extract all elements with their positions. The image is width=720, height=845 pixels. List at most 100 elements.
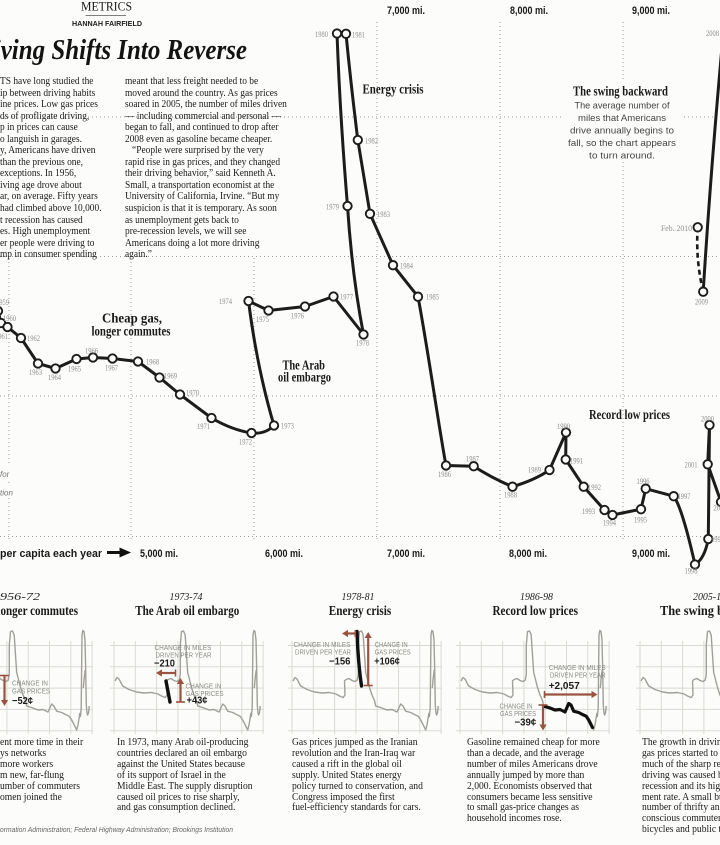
svg-text:for: for [0, 470, 10, 479]
svg-text:The swing backward: The swing backward [660, 603, 720, 618]
svg-text:1977: 1977 [340, 293, 353, 302]
svg-text:drive annually begins to: drive annually begins to [570, 126, 674, 137]
svg-text:DRIVEN PER YEAR: DRIVEN PER YEAR [156, 653, 212, 660]
svg-text:1982: 1982 [365, 137, 378, 146]
svg-text:1979: 1979 [326, 203, 339, 212]
svg-text:CHANGE IN MILES: CHANGE IN MILES [549, 665, 606, 672]
svg-text:8,000 mi.: 8,000 mi. [509, 548, 547, 560]
svg-text:1997: 1997 [678, 492, 691, 501]
svg-text:+43¢: +43¢ [187, 696, 208, 707]
svg-text:1995: 1995 [634, 516, 647, 525]
svg-text:The swing backward: The swing backward [573, 84, 668, 99]
svg-text:1972: 1972 [239, 438, 252, 447]
svg-text:miles that Americans: miles that Americans [578, 113, 666, 124]
svg-text:1991: 1991 [570, 457, 583, 466]
svg-text:1987: 1987 [466, 455, 479, 464]
svg-text:Feb. 2010: Feb. 2010 [661, 224, 692, 233]
svg-text:2008: 2008 [706, 29, 719, 38]
svg-text:The average number of: The average number of [575, 101, 670, 112]
svg-text:DRIVEN PER YEAR: DRIVEN PER YEAR [295, 650, 351, 657]
svg-text:1996: 1996 [637, 477, 650, 486]
svg-text:1975: 1975 [256, 315, 269, 324]
svg-text:Record low prices: Record low prices [589, 407, 670, 422]
svg-text:Driving Shifts Into Reverse: Driving Shifts Into Reverse [0, 35, 247, 66]
svg-text:to turn around.: to turn around. [589, 151, 655, 162]
svg-text:1978-81: 1978-81 [342, 591, 375, 603]
svg-text:GAS PRICES: GAS PRICES [500, 711, 536, 718]
svg-text:oil embargo: oil embargo [278, 370, 331, 385]
svg-text:2002: 2002 [714, 504, 720, 513]
svg-text:8,000 mi.: 8,000 mi. [510, 5, 548, 17]
svg-text:1986: 1986 [438, 470, 451, 479]
svg-text:1968: 1968 [146, 358, 159, 367]
svg-text:CHANGE IN: CHANGE IN [500, 704, 533, 711]
svg-text:CHANGE IN MILES: CHANGE IN MILES [294, 642, 351, 649]
svg-text:+106¢: +106¢ [374, 657, 400, 668]
svg-text:CHANGE IN: CHANGE IN [12, 681, 48, 688]
svg-text:Energy crisis: Energy crisis [363, 82, 424, 97]
svg-text:6,000 mi.: 6,000 mi. [265, 548, 303, 560]
svg-text:DRIVEN PER YEAR: DRIVEN PER YEAR [550, 673, 606, 680]
svg-text:Cheap gas,: Cheap gas, [102, 311, 162, 326]
svg-text:1983: 1983 [377, 210, 390, 219]
svg-text:1967: 1967 [105, 364, 118, 373]
svg-text:1973-74: 1973-74 [170, 591, 203, 603]
svg-text:longer commutes: longer commutes [92, 324, 171, 339]
svg-text:1966: 1966 [85, 347, 98, 356]
svg-text:2005-10: 2005-10 [693, 591, 720, 603]
svg-text:1973: 1973 [281, 422, 294, 431]
svg-text:1993: 1993 [582, 507, 595, 516]
svg-text:Record low prices: Record low prices [492, 603, 578, 618]
svg-text:1963: 1963 [29, 368, 42, 377]
svg-text:ormation Administration; Feder: ormation Administration; Federal Highway… [0, 827, 233, 834]
svg-text:tion: tion [0, 489, 13, 498]
svg-text:7,000 mi.: 7,000 mi. [387, 5, 425, 17]
svg-text:per capita each year: per capita each year [0, 548, 103, 560]
svg-text:The Arab: The Arab [282, 358, 325, 373]
svg-text:GAS PRICES: GAS PRICES [12, 689, 50, 696]
svg-text:fall, so the chart appears: fall, so the chart appears [568, 138, 676, 149]
svg-text:1974: 1974 [219, 297, 232, 306]
svg-text:1981: 1981 [352, 31, 365, 40]
svg-text:9,000 mi.: 9,000 mi. [632, 548, 670, 560]
svg-text:1988: 1988 [504, 491, 517, 500]
svg-text:1961: 1961 [0, 332, 8, 341]
svg-text:1976: 1976 [291, 312, 304, 321]
svg-text:7,000 mi.: 7,000 mi. [387, 548, 425, 560]
svg-text:−39¢: −39¢ [515, 718, 537, 729]
svg-text:+2,057: +2,057 [549, 681, 580, 692]
svg-text:1984: 1984 [400, 262, 413, 271]
svg-text:5,000 mi.: 5,000 mi. [140, 548, 178, 560]
svg-text:1992: 1992 [588, 483, 601, 492]
svg-text:1970: 1970 [186, 389, 199, 398]
svg-text:1965: 1965 [68, 365, 81, 374]
svg-text:−210: −210 [154, 659, 175, 670]
svg-text:1980: 1980 [315, 30, 328, 39]
svg-text:−156: −156 [329, 657, 351, 668]
svg-text:GAS PRICES: GAS PRICES [186, 691, 224, 698]
svg-text:1990: 1990 [557, 422, 570, 431]
svg-text:1978: 1978 [356, 339, 369, 348]
svg-text:2000: 2000 [701, 415, 714, 424]
svg-text:1998: 1998 [685, 567, 698, 576]
svg-text:1962: 1962 [27, 334, 40, 343]
svg-text:1999: 1999 [711, 535, 720, 544]
svg-text:Cheap gas, longer commutes: Cheap gas, longer commutes [0, 603, 78, 618]
svg-text:GAS PRICES: GAS PRICES [375, 650, 411, 657]
svg-text:1994: 1994 [603, 519, 616, 528]
svg-text:METRICS: METRICS [81, 0, 132, 14]
svg-text:The Arab oil embargo: The Arab oil embargo [135, 603, 239, 618]
svg-text:2001: 2001 [685, 461, 698, 470]
svg-text:CHANGE IN: CHANGE IN [375, 642, 408, 649]
svg-text:Energy crisis: Energy crisis [329, 603, 392, 618]
svg-text:1971: 1971 [197, 422, 210, 431]
svg-text:1956-72: 1956-72 [0, 591, 41, 603]
svg-text:1986-98: 1986-98 [520, 591, 553, 603]
svg-text:−52¢: −52¢ [12, 696, 33, 707]
svg-text:CHANGE IN MILES: CHANGE IN MILES [155, 645, 212, 652]
svg-text:1985: 1985 [426, 293, 439, 302]
svg-text:2009: 2009 [695, 298, 708, 307]
svg-text:1960: 1960 [3, 314, 16, 323]
svg-text:1959: 1959 [0, 298, 9, 307]
svg-text:1989: 1989 [528, 466, 541, 475]
